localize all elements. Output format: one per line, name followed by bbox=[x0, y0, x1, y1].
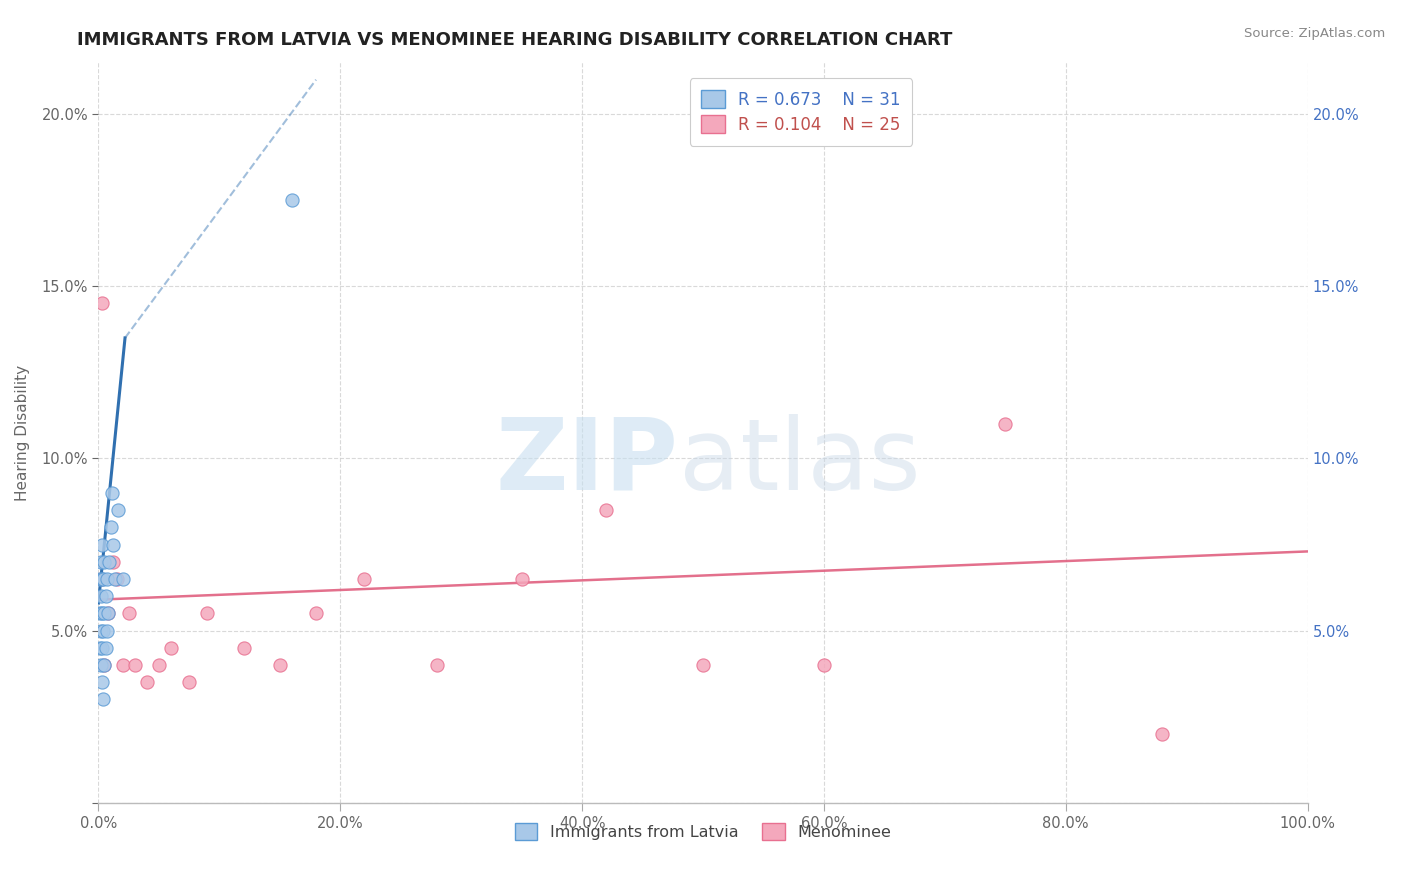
Point bbox=[111, 572, 134, 586]
Point bbox=[90, 572, 112, 586]
Point bbox=[98, 555, 121, 569]
Point bbox=[100, 486, 122, 500]
Point bbox=[118, 607, 141, 621]
Point bbox=[281, 193, 304, 207]
Point bbox=[93, 658, 115, 673]
Point bbox=[195, 607, 218, 621]
Point bbox=[91, 572, 114, 586]
Point bbox=[89, 607, 111, 621]
Point bbox=[105, 572, 128, 586]
Point bbox=[97, 607, 120, 621]
Legend: Immigrants from Latvia, Menominee: Immigrants from Latvia, Menominee bbox=[508, 816, 898, 847]
Point bbox=[135, 675, 157, 690]
Point bbox=[91, 537, 114, 551]
Point bbox=[179, 675, 201, 690]
Point bbox=[269, 658, 291, 673]
Point bbox=[93, 555, 115, 569]
Point bbox=[93, 658, 115, 673]
Point bbox=[89, 640, 111, 655]
Point bbox=[90, 624, 112, 638]
Point bbox=[93, 607, 115, 621]
Y-axis label: Hearing Disability: Hearing Disability bbox=[15, 365, 31, 500]
Point bbox=[91, 296, 114, 310]
Point bbox=[353, 572, 375, 586]
Point bbox=[124, 658, 146, 673]
Point bbox=[94, 589, 117, 603]
Point bbox=[111, 658, 134, 673]
Text: IMMIGRANTS FROM LATVIA VS MENOMINEE HEARING DISABILITY CORRELATION CHART: IMMIGRANTS FROM LATVIA VS MENOMINEE HEAR… bbox=[77, 31, 953, 49]
Point bbox=[1152, 727, 1174, 741]
Point bbox=[813, 658, 835, 673]
Point bbox=[91, 640, 114, 655]
Text: atlas: atlas bbox=[679, 414, 921, 511]
Point bbox=[91, 607, 114, 621]
Point bbox=[232, 640, 254, 655]
Point bbox=[305, 607, 328, 621]
Point bbox=[101, 537, 124, 551]
Point bbox=[100, 520, 122, 534]
Point bbox=[101, 555, 124, 569]
Point bbox=[91, 624, 114, 638]
Point bbox=[96, 624, 118, 638]
Point bbox=[104, 572, 127, 586]
Point bbox=[96, 572, 118, 586]
Point bbox=[89, 572, 111, 586]
Point bbox=[91, 572, 114, 586]
Point bbox=[426, 658, 449, 673]
Point bbox=[91, 675, 114, 690]
Text: ZIP: ZIP bbox=[496, 414, 679, 511]
Point bbox=[94, 640, 117, 655]
Point bbox=[97, 607, 120, 621]
Point bbox=[148, 658, 170, 673]
Point bbox=[160, 640, 183, 655]
Point bbox=[994, 417, 1017, 431]
Point bbox=[90, 555, 112, 569]
Point bbox=[510, 572, 533, 586]
Point bbox=[107, 503, 129, 517]
Point bbox=[595, 503, 617, 517]
Point bbox=[91, 692, 114, 706]
Point bbox=[90, 589, 112, 603]
Point bbox=[692, 658, 714, 673]
Text: Source: ZipAtlas.com: Source: ZipAtlas.com bbox=[1244, 27, 1385, 40]
Point bbox=[90, 658, 112, 673]
